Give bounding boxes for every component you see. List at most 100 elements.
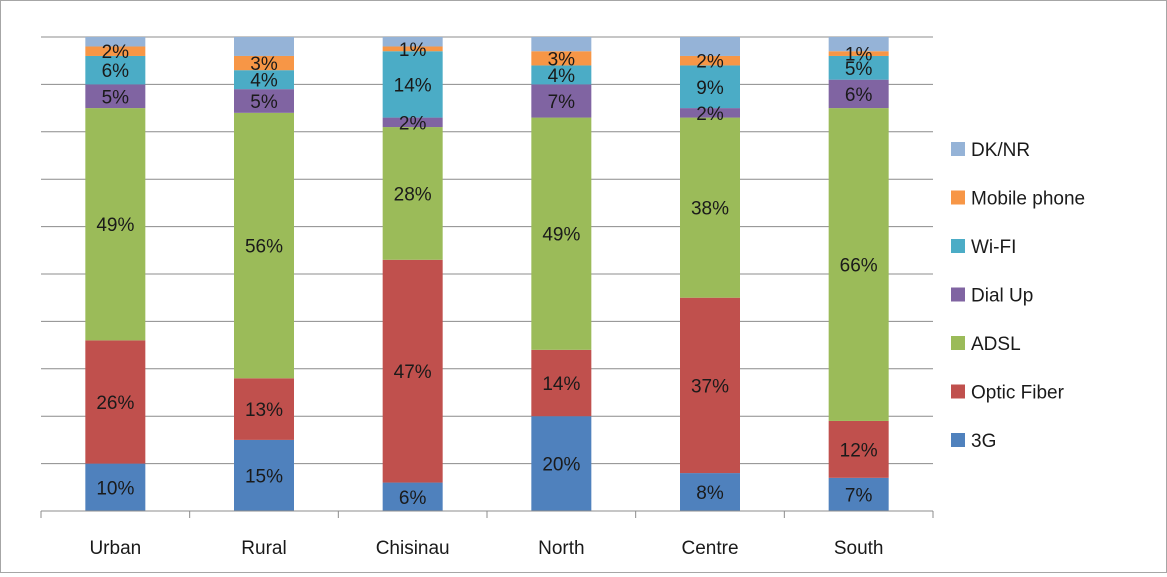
data-label-chisinau-optic-fiber: 47%	[394, 362, 432, 383]
bar-chisinau-dk-nr	[382, 37, 443, 47]
legend-swatch-dial-up	[951, 287, 965, 302]
legend-item-dk-nr: DK/NR	[951, 140, 1030, 161]
bar-stack-south: 7% 12% 66% 6% 5%1%	[828, 37, 889, 511]
data-label-south-mobile-phone: 1%	[845, 45, 873, 66]
data-label-rural-wi-fi: 4%	[250, 71, 278, 92]
bar-chisinau-optic-fiber	[382, 259, 443, 483]
data-label-centre-wi-fi: 9%	[696, 78, 724, 99]
data-label-urban-mobile-phone: 2%	[102, 42, 130, 63]
bar-chisinau-3g	[382, 482, 443, 511]
data-label-south-optic-fiber: 12%	[840, 440, 878, 461]
x-tick-label-rural: Rural	[241, 538, 286, 559]
bar-north-wi-fi	[531, 65, 592, 85]
x-tick-label-south: South	[834, 538, 884, 559]
legend-label-wi-fi: Wi-FI	[971, 237, 1016, 258]
x-tick-label-chisinau: Chisinau	[376, 538, 450, 559]
data-label-urban-dial-up: 5%	[102, 87, 130, 108]
bar-urban-3g	[85, 463, 146, 511]
data-label-south-adsl: 66%	[840, 256, 878, 277]
bar-centre-mobile-phone	[680, 55, 740, 66]
data-label-north-optic-fiber: 14%	[542, 374, 580, 395]
legend-swatch-mobile-phone	[951, 190, 965, 205]
bar-south-3g	[828, 477, 889, 511]
bar-north-mobile-phone	[531, 51, 592, 66]
bars: 10%26%49%5%6%2%15%13%56%5%4%3%6%47%28%2%…	[85, 37, 889, 511]
legend-swatch-3g	[951, 433, 965, 447]
data-label-rural-adsl: 56%	[245, 237, 283, 258]
bar-chisinau-adsl	[382, 127, 443, 260]
data-label-north-3g: 20%	[542, 455, 580, 476]
bar-south-wi-fi	[828, 55, 889, 80]
bar-rural-3g	[234, 439, 294, 511]
legend-swatch-dk-nr	[951, 142, 965, 156]
bar-urban-dk-nr	[85, 37, 146, 47]
legend: DK/NR Mobile phone Wi-FI Dial Up ADSL Optic F…	[951, 140, 1085, 452]
gridlines	[41, 36, 933, 465]
bar-rural-optic-fiber	[234, 378, 294, 440]
legend-item-optic-fiber: Optic Fiber	[951, 383, 1065, 404]
legend-item-wi-fi: Wi-FI	[951, 237, 1016, 258]
data-label-centre-3g: 8%	[696, 483, 724, 504]
legend-label-optic-fiber: Optic Fiber	[971, 383, 1065, 404]
bar-north-adsl	[531, 117, 592, 350]
bar-stack-chisinau: 6% 47% 28% 2% 14% 1%	[382, 37, 443, 511]
bar-north-optic-fiber	[531, 349, 592, 417]
bar-north-dial-up	[531, 84, 592, 118]
data-label-rural-3g: 15%	[245, 466, 283, 487]
data-label-north-adsl: 49%	[542, 225, 580, 246]
data-label-north-dial-up: 7%	[548, 92, 576, 113]
bar-rural-wi-fi	[234, 70, 294, 90]
bar-centre-wi-fi	[680, 65, 740, 109]
bar-rural-dial-up	[234, 89, 294, 113]
bar-stack-rural: 15% 13% 56% 5%4%3%	[234, 37, 294, 511]
bar-south-adsl	[828, 108, 889, 421]
legend-label-mobile-phone: Mobile phone	[971, 189, 1085, 210]
data-label-chisinau-mobile-phone: 1%	[399, 40, 427, 61]
bar-centre-optic-fiber	[680, 297, 740, 474]
data-label-centre-dial-up: 2%	[696, 104, 724, 125]
bar-north-dk-nr	[531, 37, 592, 52]
data-label-chisinau-3g: 6%	[399, 488, 427, 509]
legend-swatch-adsl	[951, 336, 965, 350]
data-label-south-wi-fi: 5%	[845, 59, 873, 80]
x-tick-label-centre: Centre	[681, 538, 738, 559]
bar-south-dk-nr	[828, 37, 889, 52]
legend-item-mobile-phone: Mobile phone	[951, 189, 1085, 210]
legend-swatch-optic-fiber	[951, 384, 965, 399]
data-label-north-wi-fi: 4%	[548, 66, 576, 87]
legend-item-dial-up: Dial Up	[951, 286, 1033, 307]
data-label-urban-adsl: 49%	[96, 215, 134, 236]
bar-stack-urban: 10% 26% 49% 5% 6%2%	[85, 37, 146, 511]
bar-rural-mobile-phone	[234, 55, 294, 71]
bar-centre-dk-nr	[680, 37, 740, 56]
legend-swatch-wi-fi	[951, 239, 965, 253]
bar-urban-optic-fiber	[85, 340, 146, 464]
data-label-urban-wi-fi: 6%	[102, 61, 130, 82]
bar-urban-adsl	[85, 108, 146, 341]
data-label-chisinau-dial-up: 2%	[399, 113, 427, 134]
x-axis: Urban Rural Chisinau North Centre South	[40, 510, 934, 559]
legend-label-dial-up: Dial Up	[971, 286, 1033, 307]
bar-rural-adsl	[234, 112, 294, 379]
legend-label-dk-nr: DK/NR	[971, 140, 1030, 161]
data-label-south-dial-up: 6%	[845, 85, 873, 106]
legend-item-adsl: ADSL	[951, 334, 1021, 355]
data-label-chisinau-adsl: 28%	[394, 184, 432, 205]
bar-chisinau-mobile-phone	[382, 46, 443, 52]
legend-label-3g: 3G	[971, 431, 996, 452]
bar-urban-wi-fi	[85, 55, 146, 85]
bar-north-3g	[531, 416, 592, 511]
bar-centre-dial-up	[680, 108, 740, 118]
x-tick-label-urban: Urban	[89, 538, 141, 559]
bar-centre-3g	[680, 473, 740, 511]
legend-item-3g: 3G	[951, 431, 996, 452]
bar-chisinau-wi-fi	[382, 51, 443, 118]
data-label-rural-dial-up: 5%	[250, 92, 278, 113]
bar-urban-mobile-phone	[85, 46, 146, 56]
data-label-centre-adsl: 38%	[691, 199, 729, 220]
bar-chisinau-dial-up	[382, 117, 443, 128]
data-label-rural-mobile-phone: 3%	[250, 54, 278, 75]
data-label-urban-3g: 10%	[96, 478, 134, 499]
